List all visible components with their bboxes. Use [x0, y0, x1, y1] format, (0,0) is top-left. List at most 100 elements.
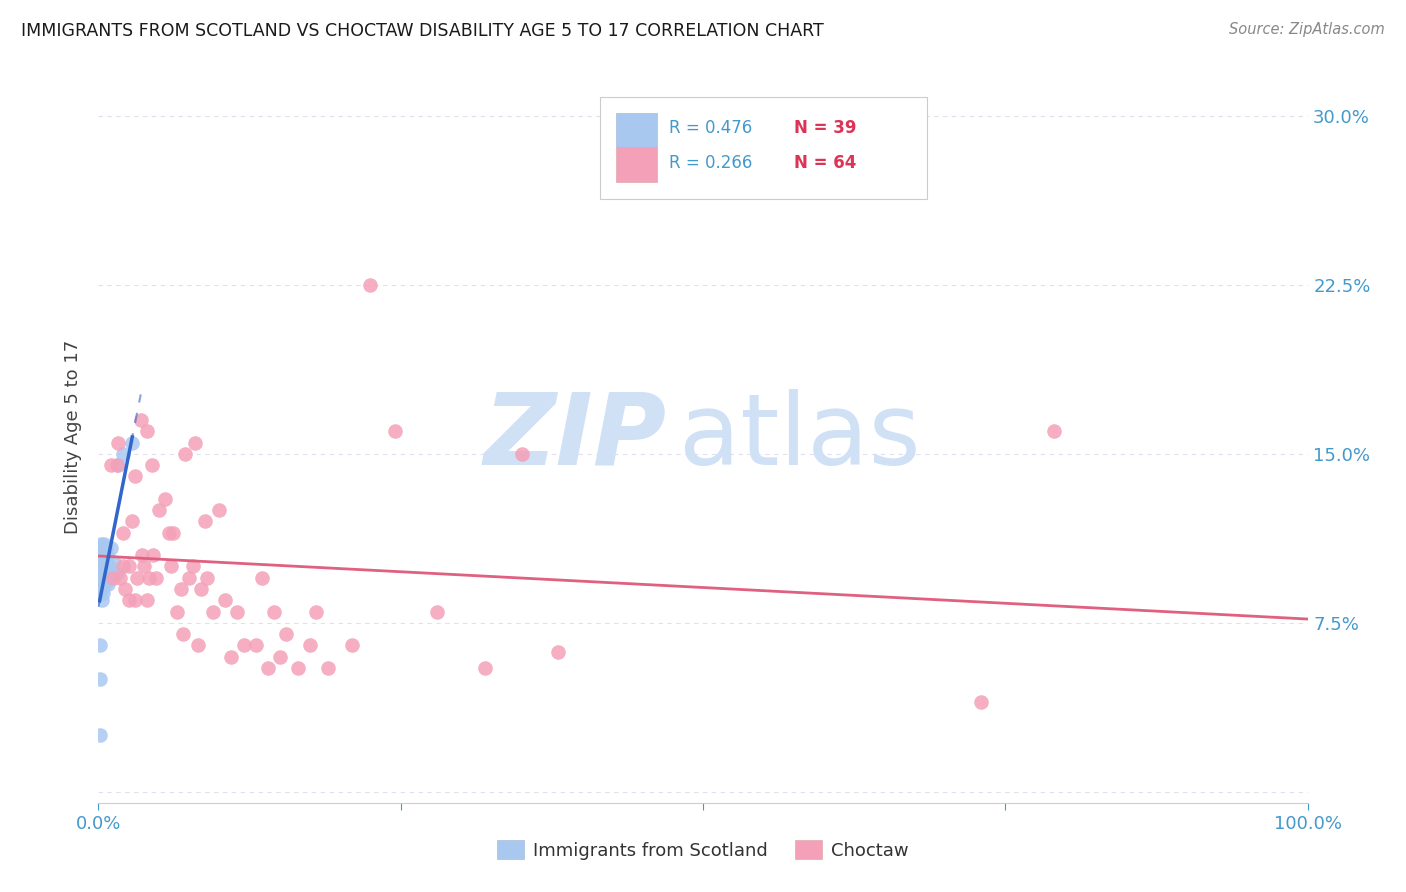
Point	[148, 503, 170, 517]
Point	[108, 571, 131, 585]
Point	[274, 627, 297, 641]
Point	[91, 586, 114, 600]
Point	[91, 541, 114, 556]
Point	[111, 525, 134, 540]
Text: atlas: atlas	[679, 389, 921, 485]
Point	[269, 649, 291, 664]
Point	[91, 593, 114, 607]
Point	[105, 566, 128, 581]
Point	[172, 627, 194, 641]
Text: IMMIGRANTS FROM SCOTLAND VS CHOCTAW DISABILITY AGE 5 TO 17 CORRELATION CHART: IMMIGRANTS FROM SCOTLAND VS CHOCTAW DISA…	[21, 22, 824, 40]
Point	[135, 593, 157, 607]
Point	[970, 694, 993, 708]
Point	[91, 553, 114, 567]
Point	[101, 571, 124, 585]
Point	[97, 577, 120, 591]
Point	[195, 571, 218, 585]
Point	[100, 541, 122, 556]
Point	[111, 559, 134, 574]
Point	[96, 566, 118, 581]
Point	[97, 559, 120, 574]
Point	[89, 728, 111, 742]
Point	[91, 577, 114, 591]
Point	[184, 435, 207, 450]
FancyBboxPatch shape	[600, 97, 927, 200]
Point	[263, 605, 285, 619]
Point	[91, 571, 114, 585]
Point	[105, 458, 128, 473]
Point	[145, 571, 167, 585]
Point	[174, 447, 197, 461]
Point	[360, 278, 382, 293]
Point	[202, 605, 225, 619]
Point	[91, 559, 114, 574]
Point	[166, 605, 188, 619]
Point	[162, 525, 184, 540]
Point	[107, 458, 129, 473]
Point	[232, 638, 254, 652]
Text: R = 0.266: R = 0.266	[669, 153, 752, 172]
Point	[221, 649, 243, 664]
Point	[94, 541, 117, 556]
Point	[169, 582, 191, 596]
Point	[94, 555, 117, 569]
Point	[474, 661, 496, 675]
Point	[93, 577, 115, 591]
Text: Source: ZipAtlas.com: Source: ZipAtlas.com	[1229, 22, 1385, 37]
FancyBboxPatch shape	[616, 147, 657, 182]
Point	[305, 605, 328, 619]
Point	[547, 645, 569, 659]
Text: ZIP: ZIP	[484, 389, 666, 485]
Point	[91, 541, 114, 556]
Point	[214, 593, 236, 607]
Point	[89, 672, 111, 686]
Point	[245, 638, 267, 652]
Point	[190, 582, 212, 596]
Text: N = 39: N = 39	[793, 120, 856, 137]
Point	[179, 571, 201, 585]
Point	[141, 458, 163, 473]
Point	[103, 555, 125, 569]
Legend: Immigrants from Scotland, Choctaw: Immigrants from Scotland, Choctaw	[489, 833, 917, 867]
Point	[89, 638, 111, 652]
Point	[93, 555, 115, 569]
Point	[91, 582, 114, 596]
Point	[90, 571, 112, 585]
FancyBboxPatch shape	[616, 113, 657, 147]
Point	[208, 503, 231, 517]
Point	[194, 515, 217, 529]
Point	[256, 661, 278, 675]
Point	[135, 425, 157, 439]
Point	[316, 661, 339, 675]
Point	[187, 638, 209, 652]
Point	[127, 571, 149, 585]
Point	[138, 571, 160, 585]
Text: N = 64: N = 64	[793, 153, 856, 172]
Point	[100, 566, 122, 581]
Point	[90, 548, 112, 562]
Point	[124, 593, 146, 607]
Point	[107, 435, 129, 450]
Point	[342, 638, 364, 652]
Point	[129, 413, 152, 427]
Point	[153, 491, 176, 506]
Point	[121, 515, 143, 529]
Point	[142, 548, 165, 562]
Point	[1042, 425, 1064, 439]
Point	[111, 447, 134, 461]
Point	[94, 566, 117, 581]
Point	[510, 447, 533, 461]
Point	[299, 638, 322, 652]
Point	[250, 571, 273, 585]
Y-axis label: Disability Age 5 to 17: Disability Age 5 to 17	[65, 340, 83, 534]
Point	[118, 559, 141, 574]
Point	[114, 582, 136, 596]
Point	[93, 566, 115, 581]
Point	[91, 548, 114, 562]
Point	[160, 559, 183, 574]
Point	[100, 458, 122, 473]
Point	[91, 564, 114, 578]
Point	[124, 469, 146, 483]
Point	[118, 593, 141, 607]
Point	[98, 559, 121, 574]
